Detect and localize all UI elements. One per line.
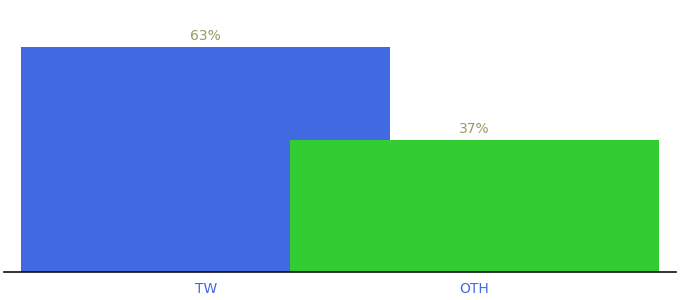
Text: 37%: 37%	[459, 122, 490, 136]
Text: 63%: 63%	[190, 29, 221, 44]
Bar	[290, 140, 659, 272]
Bar	[21, 47, 390, 272]
